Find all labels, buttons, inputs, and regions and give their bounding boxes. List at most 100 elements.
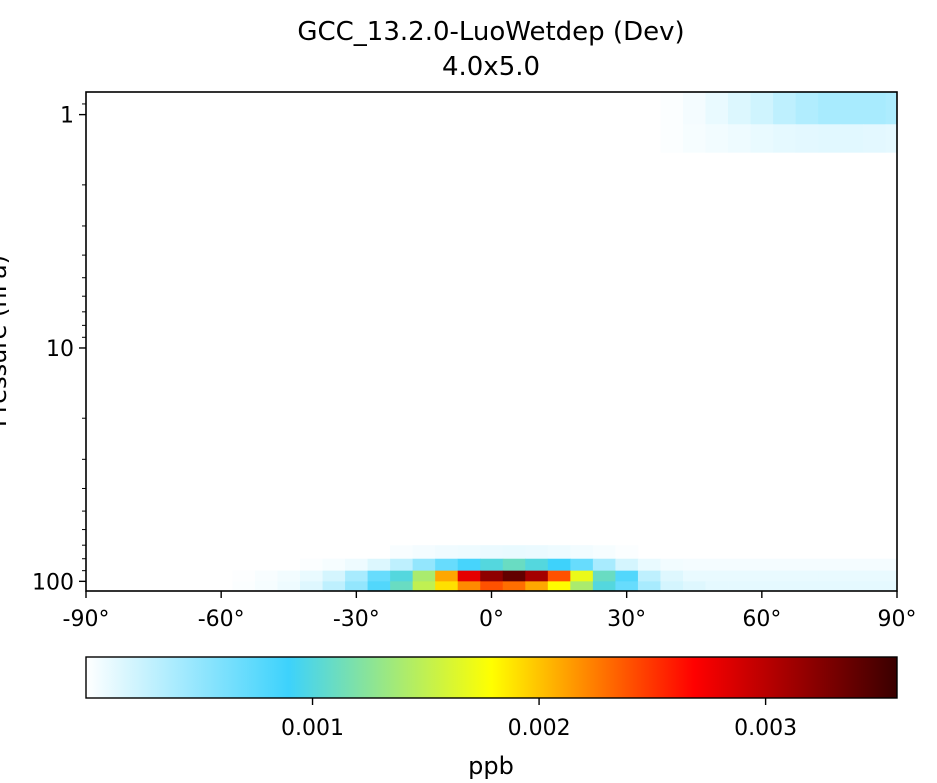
heatmap-cell — [592, 545, 616, 560]
heatmap-cell — [795, 570, 819, 582]
x-tick-label: 30° — [607, 607, 646, 632]
y-axis-label: Pressure (hPa) — [0, 255, 12, 427]
heatmap-cell — [277, 581, 301, 591]
chart-title: GCC_13.2.0-LuoWetdep (Dev) — [297, 17, 684, 47]
colorbar-tick-label: 0.003 — [734, 716, 797, 741]
heatmap-cell — [570, 545, 594, 560]
heatmap-cell — [773, 124, 797, 153]
heatmap-cell — [705, 581, 729, 591]
heatmap-cell — [525, 545, 549, 560]
heatmap-cell — [345, 558, 368, 572]
heatmap-cell — [390, 545, 414, 560]
heatmap-cell — [840, 92, 864, 125]
heatmap-cell — [502, 581, 526, 591]
heatmap-cell — [682, 570, 706, 582]
y-tick-label: 10 — [46, 337, 74, 362]
heatmap-cell — [457, 570, 481, 582]
heatmap-cell — [773, 92, 797, 125]
heatmap-cell — [818, 92, 842, 125]
heatmap-cell — [390, 558, 414, 572]
heatmap-cell — [254, 570, 278, 582]
heatmap-cell — [592, 581, 616, 591]
chart-subtitle: 4.0x5.0 — [442, 52, 540, 82]
heatmap-cell — [367, 581, 391, 591]
heatmap-cell — [525, 558, 549, 572]
heatmap-cell — [750, 570, 774, 582]
heatmap-cell — [435, 545, 459, 560]
heatmap-cell — [885, 558, 897, 572]
heatmap-cell — [682, 558, 706, 572]
heatmap-cell — [254, 581, 278, 591]
heatmap-cell — [615, 581, 639, 591]
heatmap-cell — [795, 92, 819, 125]
plot-area — [86, 92, 897, 591]
heatmap-cell — [818, 124, 842, 153]
heatmap-cell — [412, 581, 436, 591]
heatmap-cell — [863, 581, 887, 591]
heatmap-cell — [592, 558, 616, 572]
heatmap-cell — [345, 570, 368, 582]
heatmap-cell — [300, 558, 323, 572]
heatmap-cell — [367, 570, 391, 582]
colorbar — [85, 656, 898, 699]
y-axis-ticks: 1 10 100 — [32, 103, 86, 595]
colorbar-tick-label: 0.002 — [508, 716, 571, 741]
heatmap-cell — [750, 92, 774, 125]
heatmap-cell — [818, 581, 842, 591]
heatmap-cell — [480, 545, 504, 560]
heatmap-cell — [728, 558, 751, 572]
heatmap-cell — [615, 545, 639, 560]
heatmap-cell — [705, 558, 729, 572]
x-tick-label: -30° — [333, 607, 380, 632]
heatmap-cell — [435, 581, 459, 591]
heatmap-cell — [457, 545, 481, 560]
heatmap-cell — [863, 570, 887, 582]
heatmap-cell — [345, 581, 368, 591]
heatmap-cell — [728, 581, 751, 591]
heatmap-cell — [547, 545, 571, 560]
heatmap-cells — [232, 92, 897, 591]
heatmap-cell — [840, 124, 864, 153]
heatmap-cell — [840, 581, 864, 591]
heatmap-cell — [232, 581, 256, 591]
heatmap-cell — [795, 558, 819, 572]
heatmap-cell — [750, 124, 774, 153]
heatmap-cell — [502, 570, 526, 582]
heatmap-cell — [885, 92, 897, 125]
heatmap-cell — [728, 92, 751, 125]
heatmap-cell — [480, 570, 504, 582]
y-tick-label: 1 — [60, 104, 74, 129]
heatmap-cell — [795, 124, 819, 153]
heatmap-cell — [863, 124, 887, 153]
x-axis-ticks: -90° -60° -30° 0° 30° 60° 90° — [63, 591, 917, 632]
plot-frame — [85, 91, 898, 592]
heatmap-cell — [480, 558, 504, 572]
heatmap-cell — [885, 570, 897, 582]
x-tick-label: -60° — [198, 607, 245, 632]
heatmap-cell — [863, 558, 887, 572]
heatmap-cell — [547, 581, 571, 591]
heatmap-cell — [660, 558, 684, 572]
heatmap-cell — [728, 570, 751, 582]
colorbar-ticks: 0.001 0.002 0.003 — [281, 698, 797, 741]
heatmap-cell — [795, 581, 819, 591]
heatmap-cell — [502, 545, 526, 560]
heatmap-cell — [435, 558, 459, 572]
heatmap-cell — [277, 570, 301, 582]
heatmap-cell — [457, 558, 481, 572]
heatmap-cell — [570, 581, 594, 591]
heatmap-cell — [705, 124, 729, 153]
heatmap-cell — [660, 570, 684, 582]
heatmap-cell — [660, 124, 684, 153]
heatmap-cell — [773, 570, 797, 582]
heatmap-cell — [502, 558, 526, 572]
heatmap-cell — [547, 570, 571, 582]
heatmap-cell — [660, 581, 684, 591]
heatmap-cell — [705, 92, 729, 125]
heatmap-cell — [547, 558, 571, 572]
heatmap-cell — [750, 558, 774, 572]
y-tick-label: 100 — [32, 570, 74, 595]
heatmap-cell — [750, 581, 774, 591]
heatmap-cell — [615, 570, 639, 582]
